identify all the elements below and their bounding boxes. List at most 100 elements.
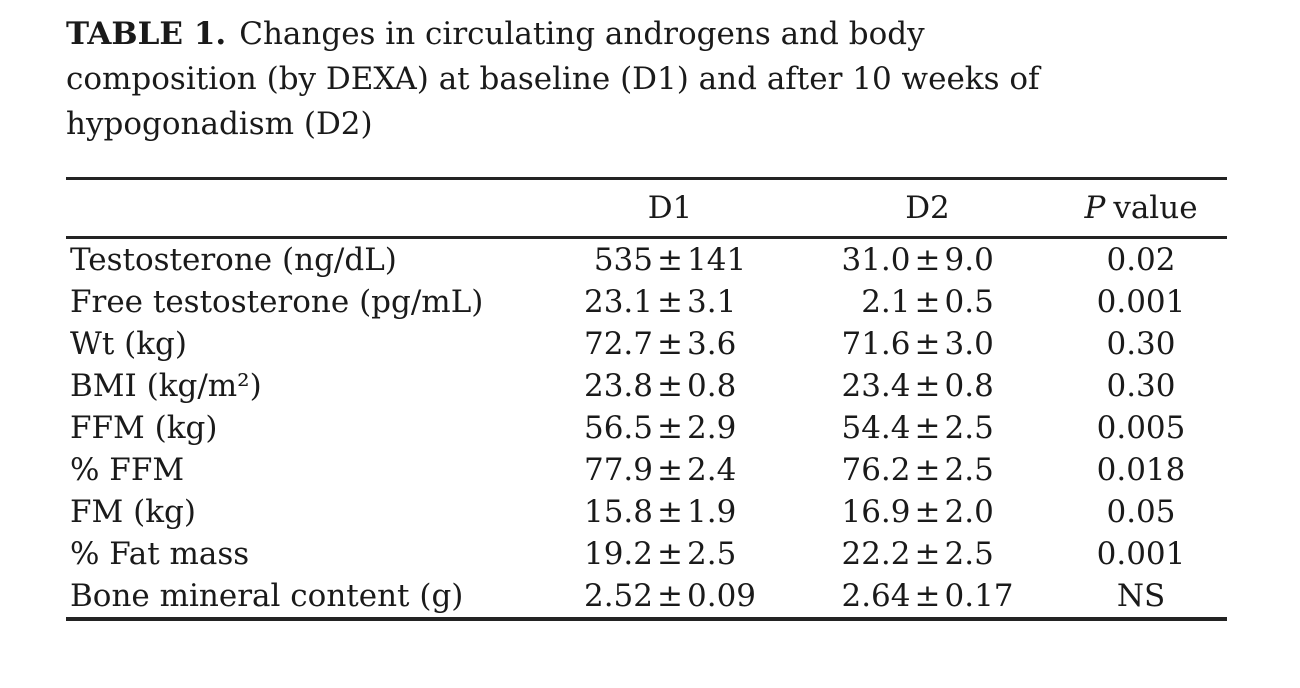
d1-value: 2.52 ±0.09 xyxy=(540,575,800,617)
d1-value: 23.1 ±3.1 xyxy=(540,281,800,323)
caption-line-3: hypogonadism (D2) xyxy=(66,106,373,142)
d2-value: 22.2 ±2.5 xyxy=(800,533,1055,575)
header-d1: D1 xyxy=(647,190,693,226)
row-label: Bone mineral content (g) xyxy=(70,578,464,614)
plus-minus-sign: ± xyxy=(657,578,683,614)
plus-minus-sign: ± xyxy=(657,368,683,404)
row-label: % Fat mass xyxy=(70,536,250,572)
d2-value: 2.64 ±0.17 xyxy=(800,575,1055,617)
plus-minus-sign: ± xyxy=(914,242,941,278)
d1-mean: 2.52 xyxy=(583,578,653,614)
p-value: 0.02 xyxy=(1106,242,1176,278)
table-row: BMI (kg/m²) 23.8 ±0.8 23.4 ±0.8 0.30 xyxy=(66,365,1227,407)
row-label: % FFM xyxy=(70,452,185,488)
plus-minus-sign: ± xyxy=(657,326,683,362)
d1-sd: 3.1 xyxy=(687,284,737,320)
table-number-label: TABLE 1. xyxy=(66,16,227,52)
plus-minus-sign: ± xyxy=(914,494,941,530)
p-value: 0.30 xyxy=(1106,326,1176,362)
d1-value: 56.5 ±2.9 xyxy=(540,407,800,449)
d2-sd: 2.5 xyxy=(944,536,994,572)
d1-value: 72.7 ±3.6 xyxy=(540,323,800,365)
d2-mean: 31.0 xyxy=(841,242,911,278)
caption-line-2: composition (by DEXA) at baseline (D1) a… xyxy=(66,61,1040,97)
table-row: Wt (kg) 72.7 ±3.6 71.6 ±3.0 0.30 xyxy=(66,323,1227,365)
d1-mean: 77.9 xyxy=(583,452,653,488)
row-label: Free testosterone (pg/mL) xyxy=(70,284,484,320)
p-value: NS xyxy=(1116,578,1166,614)
plus-minus-sign: ± xyxy=(657,242,683,278)
d2-value: 16.9 ±2.0 xyxy=(800,491,1055,533)
d2-value: 54.4 ±2.5 xyxy=(800,407,1055,449)
d1-sd: 0.09 xyxy=(687,578,757,614)
d1-sd: 2.4 xyxy=(687,452,737,488)
d2-sd: 0.8 xyxy=(944,368,994,404)
d2-sd: 2.0 xyxy=(944,494,994,530)
d1-mean: 19.2 xyxy=(583,536,653,572)
d1-value: 19.2 ±2.5 xyxy=(540,533,800,575)
d1-sd: 1.9 xyxy=(687,494,737,530)
table-rule-bottom xyxy=(66,617,1227,621)
d2-value: 71.6 ±3.0 xyxy=(800,323,1055,365)
header-d2: D2 xyxy=(905,190,950,226)
plus-minus-sign: ± xyxy=(914,410,941,446)
d2-value: 76.2 ±2.5 xyxy=(800,449,1055,491)
plus-minus-sign: ± xyxy=(914,368,941,404)
d2-sd: 2.5 xyxy=(944,410,994,446)
p-value: 0.05 xyxy=(1106,494,1176,530)
d1-sd: 2.5 xyxy=(687,536,737,572)
d2-value: 31.0 ±9.0 xyxy=(800,239,1055,281)
row-label: FFM (kg) xyxy=(70,410,218,446)
plus-minus-sign: ± xyxy=(914,284,941,320)
d1-mean: 23.1 xyxy=(583,284,653,320)
table-row: % Fat mass 19.2 ±2.5 22.2 ±2.5 0.001 xyxy=(66,533,1227,575)
plus-minus-sign: ± xyxy=(914,578,941,614)
header-p-rest: value xyxy=(1113,190,1198,226)
d1-mean: 23.8 xyxy=(583,368,653,404)
row-label: BMI (kg/m²) xyxy=(70,368,262,404)
d1-value: 15.8 ±1.9 xyxy=(540,491,800,533)
table-caption: TABLE 1. Changes in circulating androgens… xyxy=(66,12,1227,147)
d1-value: 535 ±141 xyxy=(540,239,800,281)
d2-sd: 0.17 xyxy=(944,578,1014,614)
table-rule-top xyxy=(66,177,1227,180)
p-value: 0.001 xyxy=(1096,536,1186,572)
d2-value: 23.4 ±0.8 xyxy=(800,365,1055,407)
d2-mean: 22.2 xyxy=(841,536,911,572)
caption-line-1: TABLE 1. Changes in circulating androgens… xyxy=(66,12,1227,57)
d2-mean: 54.4 xyxy=(841,410,911,446)
p-value: 0.018 xyxy=(1096,452,1186,488)
d1-mean: 535 xyxy=(593,242,653,278)
table-rule-header xyxy=(66,236,1227,239)
d2-sd: 3.0 xyxy=(944,326,994,362)
row-label: FM (kg) xyxy=(70,494,196,530)
d1-sd: 3.6 xyxy=(687,326,737,362)
plus-minus-sign: ± xyxy=(914,452,941,488)
d2-sd: 0.5 xyxy=(944,284,994,320)
p-value: 0.005 xyxy=(1096,410,1186,446)
d2-value: 2.1 ±0.5 xyxy=(800,281,1055,323)
plus-minus-sign: ± xyxy=(914,326,941,362)
d1-sd: 141 xyxy=(687,242,747,278)
p-value: 0.30 xyxy=(1106,368,1176,404)
header-p-italic: P xyxy=(1084,190,1106,226)
table-row: Testosterone (ng/dL) 535 ±141 31.0 ±9.0 0.… xyxy=(66,239,1227,281)
d2-sd: 2.5 xyxy=(944,452,994,488)
plus-minus-sign: ± xyxy=(657,284,683,320)
plus-minus-sign: ± xyxy=(657,494,683,530)
table-row: % FFM 77.9 ±2.4 76.2 ±2.5 0.018 xyxy=(66,449,1227,491)
d1-mean: 15.8 xyxy=(583,494,653,530)
caption-text-line-1: Changes in circulating androgens and bod… xyxy=(239,16,925,52)
table-row: Bone mineral content (g) 2.52 ±0.09 2.64 ±… xyxy=(66,575,1227,617)
d1-sd: 2.9 xyxy=(687,410,737,446)
plus-minus-sign: ± xyxy=(657,536,683,572)
d2-mean: 2.1 xyxy=(861,284,911,320)
row-label: Testosterone (ng/dL) xyxy=(70,242,397,278)
d1-value: 23.8 ±0.8 xyxy=(540,365,800,407)
table-row: Free testosterone (pg/mL) 23.1 ±3.1 2.1 ±0… xyxy=(66,281,1227,323)
d1-value: 77.9 ±2.4 xyxy=(540,449,800,491)
